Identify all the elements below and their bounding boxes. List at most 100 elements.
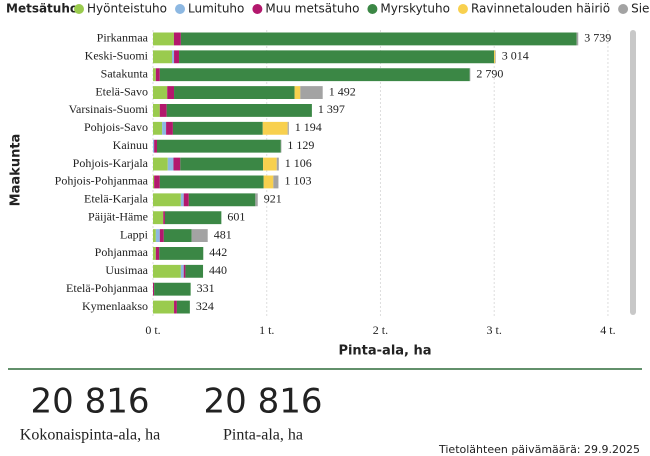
total-label: 442 — [209, 245, 227, 259]
total-label: 3 739 — [584, 31, 611, 45]
bar-segment — [159, 175, 264, 189]
bar-segment — [153, 282, 155, 296]
bar-segment — [180, 32, 577, 46]
bar-segment — [153, 139, 155, 153]
bar-segment — [174, 50, 180, 64]
y-tick-label: Pohjois-Pohjanmaa — [55, 174, 149, 188]
bar-segment — [166, 104, 312, 117]
y-tick-label: Pohjois-Karjala — [73, 156, 149, 170]
total-label: 440 — [209, 263, 227, 277]
bar-segment — [163, 229, 192, 242]
bar-segment — [255, 193, 258, 207]
y-tick-label: Keski-Suomi — [85, 49, 149, 63]
bar-segment — [153, 50, 172, 64]
legend-label: Myrskytuho — [380, 2, 450, 16]
y-tick-label: Pohjois-Savo — [84, 120, 148, 134]
bar-segment — [185, 264, 204, 278]
x-tick-label: 2 t. — [373, 323, 388, 337]
bar-segment — [171, 50, 175, 64]
bar-segment — [167, 157, 174, 171]
bar-segment — [183, 264, 186, 278]
total-label: 2 790 — [476, 66, 503, 80]
kpi-value: 20 816 — [204, 382, 323, 422]
kpi-label: Kokonaispinta-ala, ha — [20, 427, 160, 444]
bar-segment — [155, 247, 160, 260]
y-tick-label: Kymenlaakso — [82, 299, 148, 313]
y-tick-label: Pirkanmaa — [97, 31, 149, 45]
bar-segment — [180, 264, 184, 278]
x-tick-label: 1 t. — [259, 323, 274, 337]
bar-segment — [153, 211, 164, 225]
bar-segment — [153, 121, 163, 135]
bar-segment — [154, 139, 157, 153]
bar-segment — [162, 121, 167, 135]
bar-segment — [287, 121, 289, 135]
total-label: 1 194 — [295, 120, 322, 134]
legend-label: Lumituho — [188, 2, 244, 16]
total-label: 921 — [264, 192, 282, 206]
bar-segment — [494, 50, 496, 64]
bar-segment — [280, 139, 282, 153]
y-tick-label: Päijät-Häme — [88, 209, 148, 223]
bar-segment — [159, 229, 164, 242]
bar-segment — [183, 193, 189, 207]
y-tick-label: Satakunta — [101, 66, 149, 80]
scrollbar[interactable] — [630, 30, 636, 315]
bar-segment — [153, 300, 175, 314]
bar-segment — [173, 157, 181, 171]
bar-segment — [154, 175, 160, 189]
total-label: 1 397 — [318, 102, 345, 116]
bar-segment — [180, 193, 184, 207]
bar-segment — [174, 300, 177, 314]
x-tick-label: 3 t. — [487, 323, 502, 337]
total-label: 324 — [196, 299, 214, 313]
bar-segment — [167, 86, 175, 99]
bar-segment — [153, 229, 156, 242]
bar-segment — [155, 229, 160, 242]
bar-segment — [166, 121, 173, 135]
legend-label: Muu metsätuho — [265, 2, 359, 16]
legend-label: Ravinnetalouden häiriö — [471, 2, 610, 16]
bar-segment — [191, 229, 208, 242]
legend-title: Metsätuho — [6, 2, 78, 16]
total-label: 1 106 — [285, 156, 312, 170]
bar-segment — [153, 264, 181, 278]
total-label: 1 492 — [329, 84, 356, 98]
bar-segment — [174, 86, 295, 99]
bar-segment — [300, 86, 323, 99]
bar-segment — [153, 175, 155, 189]
bar-segment — [153, 157, 168, 171]
bar-segment — [155, 68, 160, 82]
bar-segment — [179, 50, 495, 64]
y-tick-label: Uusimaa — [105, 263, 148, 277]
footer-date: Tietolähteen päivämäärä: 29.9.2025 — [438, 443, 640, 456]
legend-swatch — [252, 4, 263, 14]
y-tick-label: Lappi — [120, 227, 149, 241]
bar-segment — [153, 193, 181, 207]
bar-segment — [172, 121, 263, 135]
bar-segment — [159, 68, 470, 82]
legend-swatch — [618, 4, 629, 14]
total-label: 331 — [197, 281, 215, 295]
bar-segment — [153, 104, 160, 117]
x-axis-title: Pinta-ala, ha — [338, 344, 431, 359]
bar-segment — [294, 86, 301, 99]
y-tick-label: Etelä-Pohjanmaa — [66, 281, 149, 295]
legend-label: Hyönteistuho — [87, 2, 167, 16]
total-label: 481 — [214, 227, 232, 241]
y-tick-label: Etelä-Karjala — [84, 192, 149, 206]
total-label: 601 — [227, 209, 245, 223]
legend-swatch — [457, 4, 468, 14]
total-label: 1 103 — [284, 174, 311, 188]
bar-segment — [159, 104, 167, 117]
bar-segment — [156, 139, 281, 153]
x-tick-label: 4 t. — [600, 323, 615, 337]
x-tick-label: 0 t. — [145, 323, 160, 337]
y-axis-title: Maakunta — [9, 134, 24, 207]
bar-segment — [180, 157, 264, 171]
bar-segment — [176, 300, 190, 314]
bar-segment — [263, 157, 277, 171]
legend-swatch — [175, 4, 186, 14]
